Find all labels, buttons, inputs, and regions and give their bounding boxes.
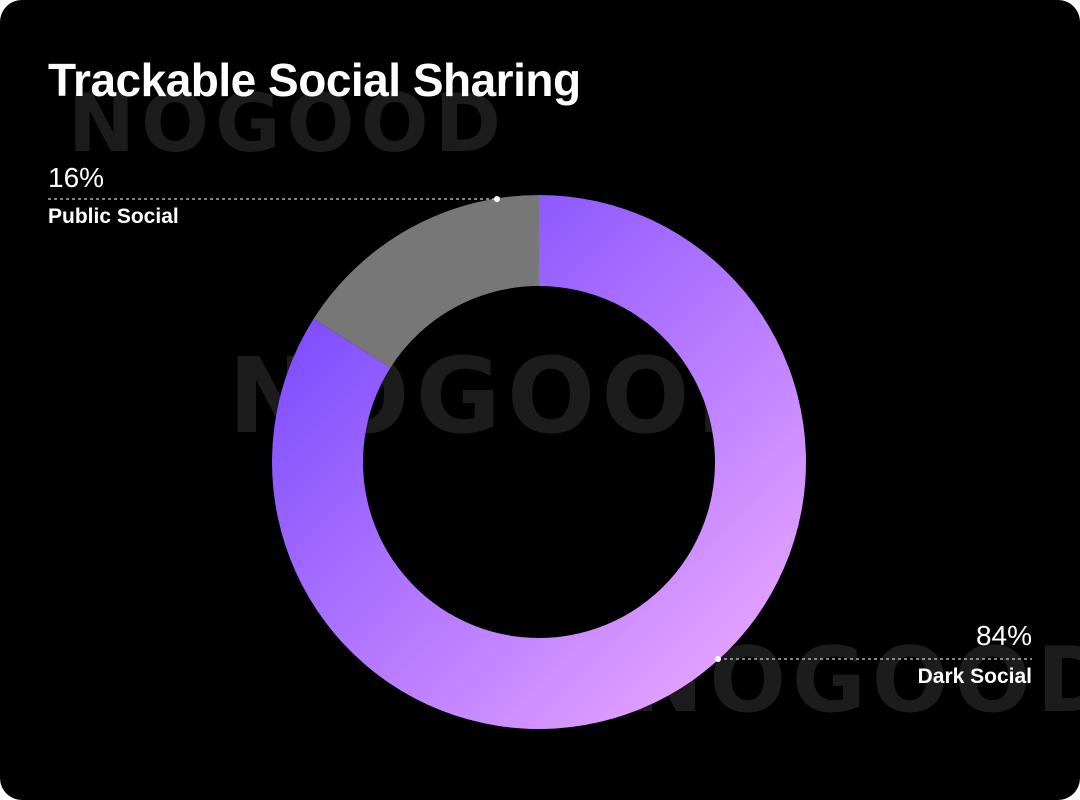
watermark-logo-top: NOGOOD xyxy=(68,77,508,170)
dark-social-percent: 84% xyxy=(975,620,1032,651)
dark-social-label: Dark Social xyxy=(917,665,1032,688)
slice-public-social xyxy=(313,195,539,368)
dark-social-leader-dot xyxy=(715,656,721,662)
slice-dark-social xyxy=(272,195,806,729)
public-social-leader-dot xyxy=(494,196,500,202)
public-social-label: Public Social xyxy=(48,205,179,228)
chart-title: Trackable Social Sharing xyxy=(48,54,581,106)
public-social-percent: 16% xyxy=(48,162,105,193)
